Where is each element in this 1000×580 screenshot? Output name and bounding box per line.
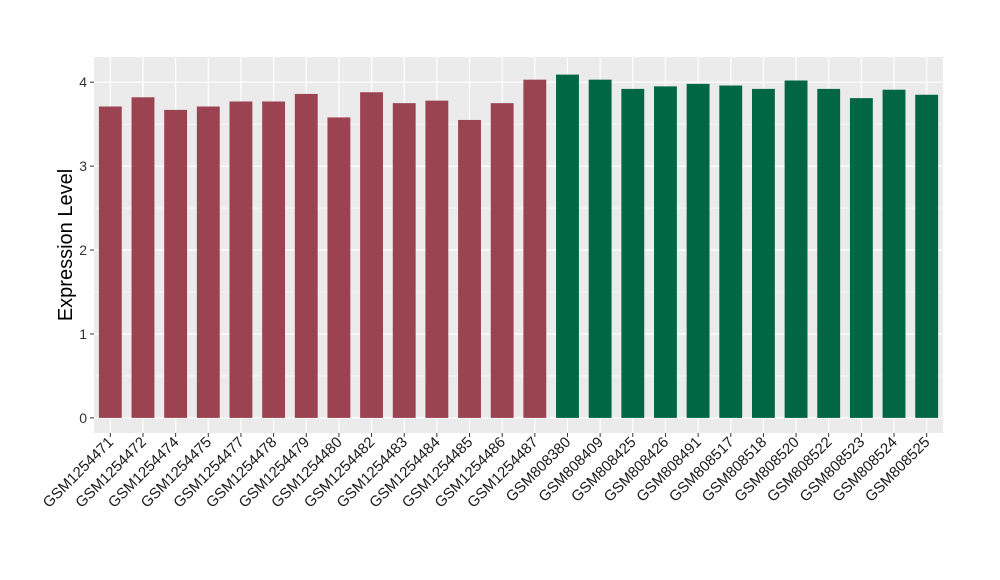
bar — [490, 103, 514, 418]
bar — [425, 100, 449, 418]
bar — [523, 79, 547, 418]
bar — [164, 109, 188, 418]
y-tick-label: 4 — [79, 74, 87, 90]
bar — [458, 119, 481, 418]
bar — [556, 74, 579, 418]
y-tick-label: 1 — [79, 326, 87, 342]
bar — [621, 88, 645, 418]
bar — [719, 85, 743, 418]
bar — [915, 94, 939, 418]
bar — [784, 80, 808, 418]
y-tick-label: 0 — [79, 410, 87, 426]
bar — [882, 89, 906, 418]
bars — [98, 74, 939, 418]
bar — [751, 88, 775, 418]
bar — [817, 88, 841, 418]
x-axis: GSM1254471GSM1254472GSM1254474GSM1254475… — [40, 433, 934, 511]
bar — [360, 92, 383, 418]
bar — [327, 117, 351, 418]
y-axis: 0 1 2 3 4 — [79, 74, 94, 426]
bar — [849, 98, 873, 418]
bar — [686, 83, 710, 418]
bar — [262, 101, 286, 418]
y-tick-label: 3 — [79, 158, 87, 174]
bar — [392, 103, 416, 418]
bar — [196, 106, 220, 418]
bar — [98, 106, 122, 418]
bar — [131, 97, 155, 418]
y-tick-label: 2 — [79, 242, 87, 258]
bar — [294, 93, 318, 418]
bar — [588, 79, 612, 418]
plot-panel — [94, 57, 943, 433]
bar — [654, 86, 677, 418]
bar — [229, 101, 253, 418]
y-axis-label: Expression Level — [55, 169, 77, 321]
